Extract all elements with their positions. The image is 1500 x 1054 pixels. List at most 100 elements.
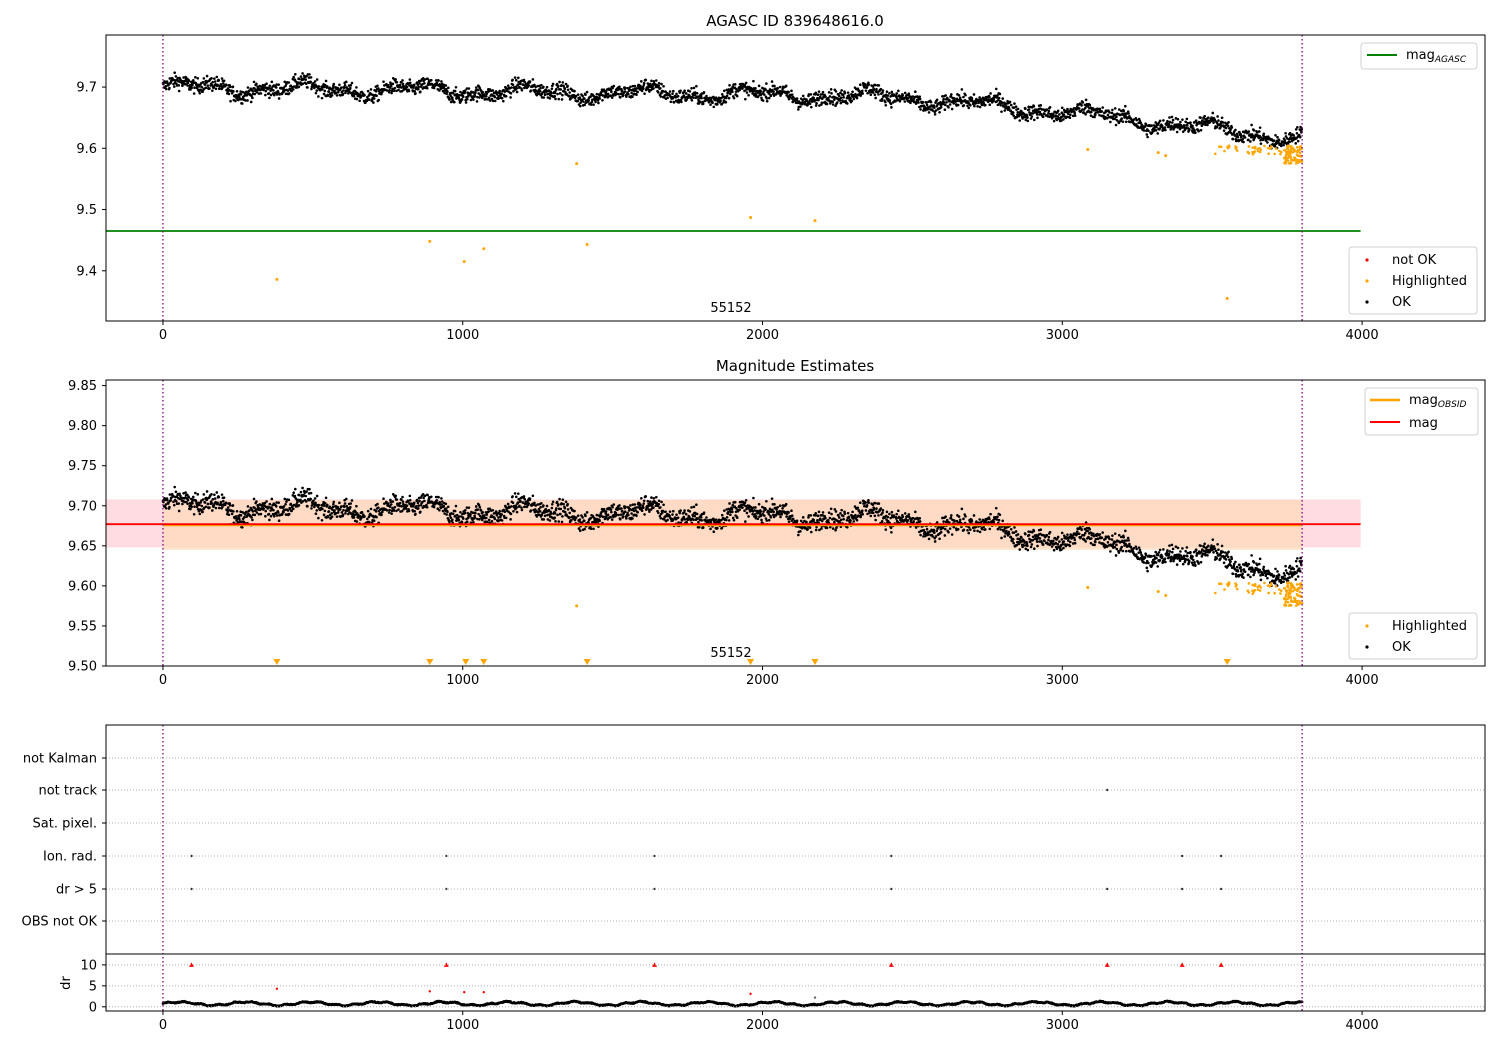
- ok-point: [1288, 141, 1291, 144]
- ok-point: [872, 512, 875, 515]
- ok-point: [942, 520, 945, 523]
- ok-point: [401, 510, 404, 513]
- highlighted-point: [1275, 147, 1278, 150]
- ok-point: [246, 99, 249, 102]
- ok-point: [265, 82, 268, 85]
- ok-point: [660, 83, 663, 86]
- ok-point: [966, 529, 969, 532]
- ok-point: [262, 507, 265, 510]
- ok-point: [528, 502, 531, 505]
- ok-point: [343, 505, 346, 508]
- ok-point: [1031, 115, 1034, 118]
- ok-point: [550, 92, 553, 95]
- ok-point: [1181, 118, 1184, 121]
- ok-point: [308, 488, 311, 491]
- ok-point: [781, 507, 784, 510]
- ok-point: [1161, 125, 1164, 128]
- ok-point: [1107, 114, 1110, 117]
- ok-point: [549, 519, 552, 522]
- ok-point: [666, 519, 669, 522]
- ok-point: [979, 106, 982, 109]
- ok-point: [326, 504, 329, 507]
- ok-point: [934, 540, 937, 543]
- ok-point: [345, 498, 348, 501]
- ok-point: [368, 521, 371, 524]
- ok-point: [791, 93, 794, 96]
- ok-point: [1049, 106, 1052, 109]
- ok-point: [882, 89, 885, 92]
- ok-point: [426, 494, 429, 497]
- ok-point: [598, 97, 601, 100]
- ok-point: [272, 509, 275, 512]
- ok-point: [546, 86, 549, 89]
- ok-point: [193, 505, 196, 508]
- highlighted-point: [1279, 153, 1282, 156]
- ok-point: [746, 91, 749, 94]
- ok-point: [314, 502, 317, 505]
- highlighted-point: [1259, 148, 1262, 151]
- ok-point: [301, 487, 304, 490]
- ok-point: [539, 506, 542, 509]
- ok-point: [539, 87, 542, 90]
- ok-point: [218, 496, 221, 499]
- ok-point: [1101, 106, 1104, 109]
- ok-point: [944, 104, 947, 107]
- ok-point: [544, 514, 547, 517]
- ok-point: [586, 511, 589, 514]
- ok-point: [500, 92, 503, 95]
- ok-point: [498, 510, 501, 513]
- ok-point: [1146, 133, 1149, 136]
- ok-point: [275, 505, 278, 508]
- ok-point: [557, 85, 560, 88]
- ok-point: [540, 502, 543, 505]
- ok-point: [325, 496, 328, 499]
- ok-point: [402, 500, 405, 503]
- ok-point: [1247, 139, 1250, 142]
- ok-point: [755, 515, 758, 518]
- ok-point: [779, 86, 782, 89]
- ok-point: [617, 93, 620, 96]
- ok-point: [498, 90, 501, 93]
- ok-point: [796, 520, 799, 523]
- ok-point: [1274, 145, 1277, 148]
- ok-point: [440, 80, 443, 83]
- ok-point: [1227, 125, 1230, 128]
- ok-point: [610, 91, 613, 94]
- ok-point: [848, 515, 851, 518]
- ok-point: [193, 86, 196, 89]
- ok-point: [294, 73, 297, 76]
- ok-point: [1249, 140, 1252, 143]
- ok-point: [317, 517, 320, 520]
- ok-point: [1164, 129, 1167, 132]
- ok-point: [540, 84, 543, 87]
- ok-point: [416, 499, 419, 502]
- ok-point: [627, 514, 630, 517]
- ok-point: [529, 80, 532, 83]
- ok-point: [829, 95, 832, 98]
- ok-point: [884, 528, 887, 531]
- ok-point: [393, 509, 396, 512]
- ok-point: [255, 500, 258, 503]
- ok-point: [849, 519, 852, 522]
- ok-point: [685, 521, 688, 524]
- ok-point: [842, 515, 845, 518]
- ok-point: [363, 515, 366, 518]
- ok-point: [324, 502, 327, 505]
- ok-point: [1232, 138, 1235, 141]
- ok-point: [962, 518, 965, 521]
- ok-point: [817, 99, 820, 102]
- ok-point: [659, 506, 662, 509]
- ok-point: [232, 85, 235, 88]
- ok-point: [218, 79, 221, 82]
- ok-point: [401, 496, 404, 499]
- ok-point: [269, 503, 272, 506]
- ok-point: [880, 507, 883, 510]
- ok-point: [561, 521, 564, 524]
- ok-point: [658, 499, 661, 502]
- ok-point: [204, 83, 207, 86]
- ok-point: [973, 529, 976, 532]
- ok-point: [874, 93, 877, 96]
- ok-point: [314, 497, 317, 500]
- ok-point: [829, 517, 832, 520]
- ok-point: [745, 82, 748, 85]
